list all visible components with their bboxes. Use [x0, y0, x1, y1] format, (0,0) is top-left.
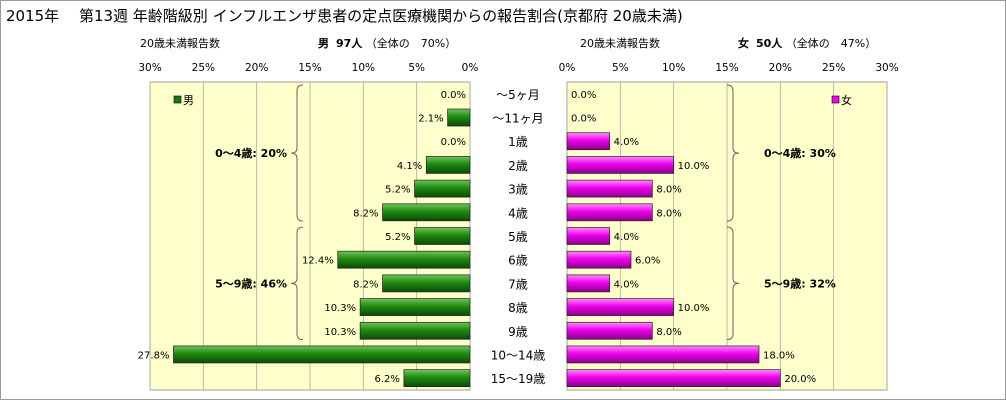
male-data-label: 5.2% — [385, 232, 410, 243]
female-data-label: 4.0% — [614, 137, 639, 148]
male-tick-label: 20% — [245, 62, 268, 74]
male-data-label: 4.1% — [397, 161, 422, 172]
right-header-summary: 女 50人 （全体の 47%） — [738, 35, 876, 51]
male-data-label: 12.4% — [302, 256, 334, 267]
female-data-label: 10.0% — [678, 161, 710, 172]
female-bar — [566, 298, 675, 316]
left-header-count: 97人 — [336, 37, 363, 50]
male-bar — [359, 298, 471, 316]
female-data-label: 0.0% — [571, 90, 596, 101]
left-header-summary: 男 97人 （全体の 70%） — [318, 35, 456, 51]
male-bar — [414, 179, 471, 198]
age-category-label: 7歳 — [508, 277, 528, 291]
left-header-sex: 男 — [318, 37, 329, 50]
age-category-label: 8歳 — [508, 301, 528, 315]
chart-title: 2015年 第13週 年齢階級別 インフルエンザ患者の定点医療機関からの報告割合… — [6, 7, 683, 25]
age-category-label: 9歳 — [508, 325, 528, 339]
female-data-label: 10.0% — [678, 303, 710, 314]
age-category-label: 5歳 — [508, 230, 528, 244]
female-age-group-annotation: 5～9歳: 32% — [764, 276, 836, 290]
age-category-label: 1歳 — [508, 135, 528, 149]
female-data-label: 20.0% — [784, 374, 816, 385]
male-tick-label: 10% — [352, 62, 375, 74]
age-category-label: 15～19歳 — [491, 372, 546, 386]
male-tick-label: 25% — [192, 62, 215, 74]
male-bar — [173, 345, 471, 364]
male-bar — [359, 321, 471, 340]
male-data-label: 8.2% — [353, 279, 378, 290]
age-category-label: 6歳 — [508, 254, 528, 268]
male-tick-label: 5% — [408, 62, 425, 74]
male-tick-label: 15% — [298, 62, 321, 74]
left-header-label: 20歳未満報告数 — [140, 37, 220, 50]
female-tick-label: 20% — [769, 62, 792, 74]
male-tick-label: 30% — [138, 62, 161, 74]
female-tick-label: 0% — [559, 62, 576, 74]
male-legend-swatch — [173, 95, 182, 104]
male-age-group-annotation: 5～9歳: 46% — [215, 276, 287, 290]
female-data-label: 8.0% — [656, 327, 681, 338]
male-data-label: 2.1% — [418, 114, 443, 125]
female-bar — [566, 156, 675, 174]
female-bar — [566, 369, 781, 388]
female-data-label: 6.0% — [635, 256, 660, 267]
female-data-label: 8.0% — [656, 185, 681, 196]
male-age-group-annotation: 0～4歳: 20% — [215, 146, 287, 160]
female-age-group-annotation: 0～4歳: 30% — [764, 146, 836, 160]
male-bar — [403, 369, 471, 388]
female-bar — [566, 274, 611, 293]
female-bar — [566, 227, 611, 245]
female-data-label: 0.0% — [571, 114, 596, 125]
female-bar — [566, 345, 760, 364]
male-age-brace — [290, 84, 304, 222]
male-age-brace — [290, 226, 304, 341]
female-bar — [566, 179, 653, 198]
female-data-label: 4.0% — [614, 232, 639, 243]
right-header-count: 50人 — [756, 37, 783, 50]
male-data-label: 6.2% — [374, 374, 399, 385]
male-bar — [425, 156, 471, 174]
female-data-label: 18.0% — [763, 350, 795, 361]
female-tick-label: 25% — [822, 62, 845, 74]
female-bar — [566, 203, 653, 222]
male-bar — [337, 250, 471, 269]
female-legend-swatch — [831, 95, 840, 104]
female-age-brace — [726, 84, 740, 222]
female-age-brace — [726, 226, 740, 341]
male-data-label: 10.3% — [324, 327, 356, 338]
female-tick-label: 10% — [662, 62, 685, 74]
age-category-label: 2歳 — [508, 159, 528, 173]
right-header-sex: 女 — [738, 37, 749, 50]
female-legend-label: 女 — [841, 93, 852, 107]
age-category-label: ～5ヶ月 — [496, 88, 540, 102]
male-data-label: 0.0% — [441, 90, 466, 101]
male-tick-label: 0% — [462, 62, 479, 74]
right-header-label: 20歳未満報告数 — [580, 37, 660, 50]
age-category-label: 10～14歳 — [491, 348, 546, 362]
male-legend-label: 男 — [183, 94, 194, 107]
age-category-label: ～11ヶ月 — [492, 112, 543, 126]
left-header-share: （全体の 70%） — [365, 37, 457, 50]
age-category-label: 3歳 — [508, 183, 528, 197]
male-data-label: 10.3% — [324, 303, 356, 314]
male-data-label: 8.2% — [353, 208, 378, 219]
female-bar — [566, 132, 611, 151]
female-bar — [566, 250, 632, 269]
male-data-label: 27.8% — [138, 350, 170, 361]
male-bar — [382, 274, 471, 293]
right-header-share: （全体の 47%） — [785, 37, 877, 50]
female-tick-label: 15% — [715, 62, 738, 74]
male-bar — [382, 203, 471, 222]
male-data-label: 0.0% — [441, 137, 466, 148]
age-category-label: 4歳 — [508, 206, 528, 220]
female-tick-label: 5% — [612, 62, 629, 74]
female-data-label: 8.0% — [656, 208, 681, 219]
female-tick-label: 30% — [875, 62, 898, 74]
female-data-label: 4.0% — [614, 279, 639, 290]
female-bar — [566, 321, 653, 340]
male-data-label: 5.2% — [385, 185, 410, 196]
male-bar — [447, 108, 471, 127]
male-bar — [414, 227, 471, 245]
